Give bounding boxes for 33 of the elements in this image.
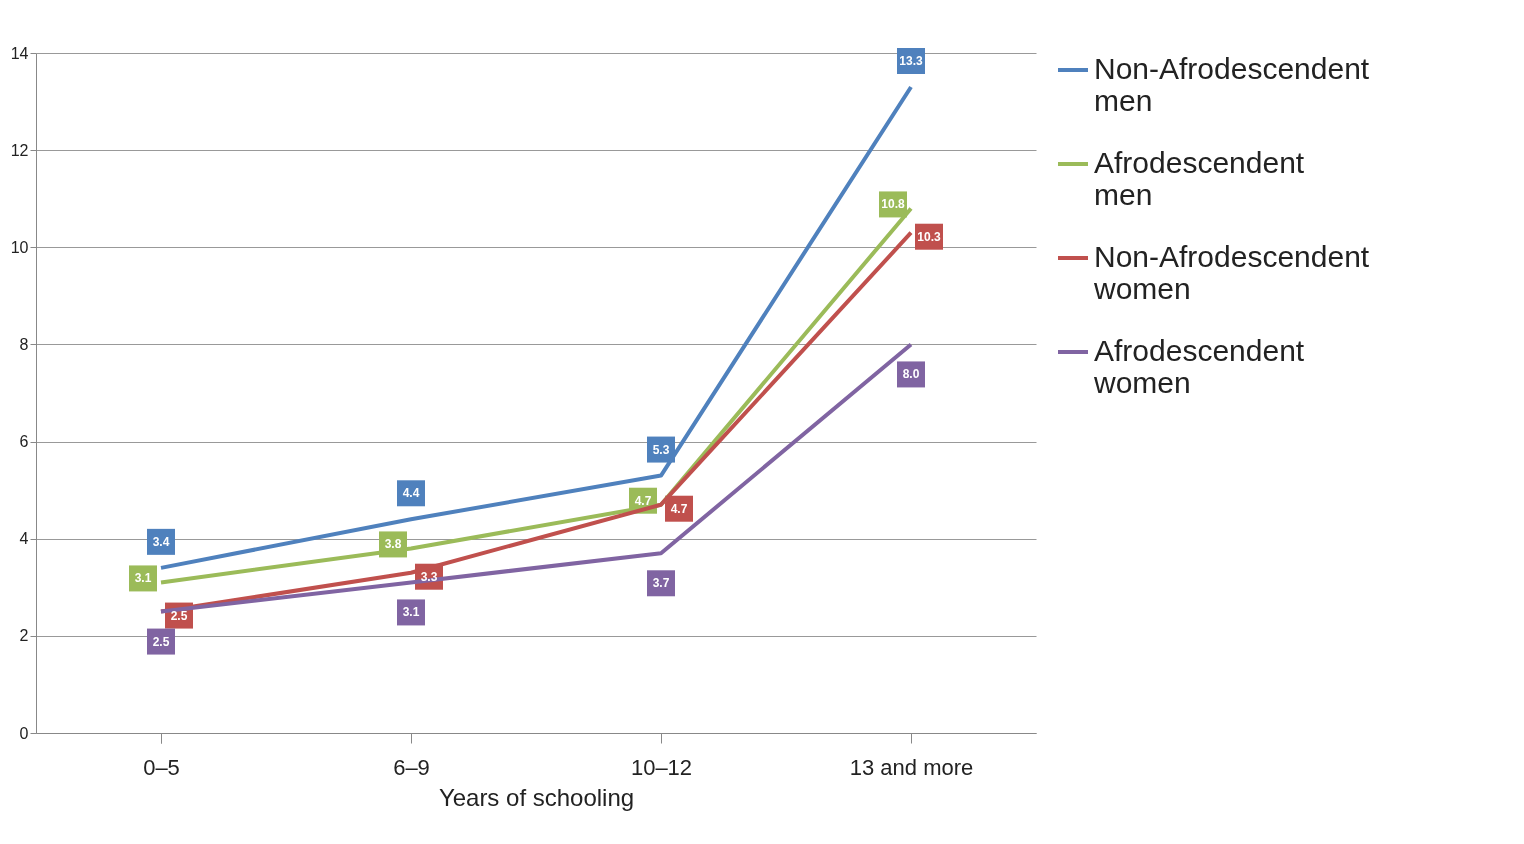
- data-label: 13.3: [899, 54, 923, 68]
- legend-label: Non-Afrodescendent men: [1094, 52, 1370, 117]
- data-label: 8.0: [902, 367, 920, 382]
- data-label: 4.7: [634, 493, 652, 508]
- data-label: 5.3: [652, 442, 670, 457]
- data-label: 4.4: [402, 486, 420, 501]
- x-tick-label: 13 and more: [849, 754, 974, 780]
- data-label: 3.8: [384, 537, 402, 552]
- x-tick-label: 10–12: [630, 754, 693, 780]
- x-tick-label: 0–5: [143, 754, 180, 780]
- data-label: 3.1: [402, 605, 420, 620]
- data-label: 2.5: [170, 608, 188, 623]
- legend-label: Non-Afrodescendent women: [1093, 240, 1370, 305]
- legend-label: Afrodescendent men: [1094, 146, 1305, 211]
- x-tick-label: 6–9: [393, 754, 430, 780]
- data-label: 4.7: [670, 501, 688, 516]
- y-tick-label: 10: [10, 238, 29, 256]
- legend-label: Afrodescendent women: [1093, 334, 1305, 399]
- x-axis-title: Years of schooling: [438, 783, 635, 811]
- y-tick-label: 2: [19, 627, 29, 645]
- y-tick-label: 0: [19, 724, 29, 742]
- data-label: 10.3: [917, 229, 941, 244]
- y-tick-label: 6: [19, 433, 29, 451]
- data-label: 2.5: [152, 634, 170, 649]
- data-label: 3.7: [652, 576, 670, 591]
- y-tick-label: 4: [19, 530, 29, 548]
- data-label: 3.1: [134, 571, 152, 586]
- data-label: 3.4: [152, 534, 170, 549]
- y-tick-label: 12: [10, 141, 29, 159]
- data-label: 3.3: [420, 569, 438, 584]
- y-tick-label: 8: [19, 335, 29, 353]
- data-label: 10.8: [881, 197, 905, 212]
- y-tick-label: 14: [10, 44, 29, 62]
